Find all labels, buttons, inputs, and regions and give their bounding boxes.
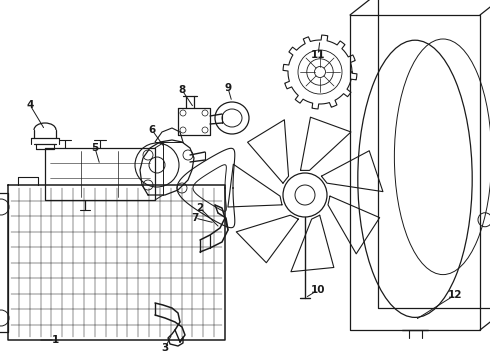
Text: 9: 9	[224, 83, 232, 93]
Text: 2: 2	[196, 203, 204, 213]
Text: 10: 10	[311, 285, 325, 295]
Text: 11: 11	[311, 50, 325, 60]
Text: 12: 12	[448, 290, 462, 300]
Text: 6: 6	[148, 125, 156, 135]
Text: 4: 4	[26, 100, 34, 110]
Text: 5: 5	[91, 143, 98, 153]
Text: 3: 3	[161, 343, 169, 353]
Text: 7: 7	[191, 213, 198, 223]
Text: 8: 8	[178, 85, 186, 95]
Text: 1: 1	[51, 335, 59, 345]
